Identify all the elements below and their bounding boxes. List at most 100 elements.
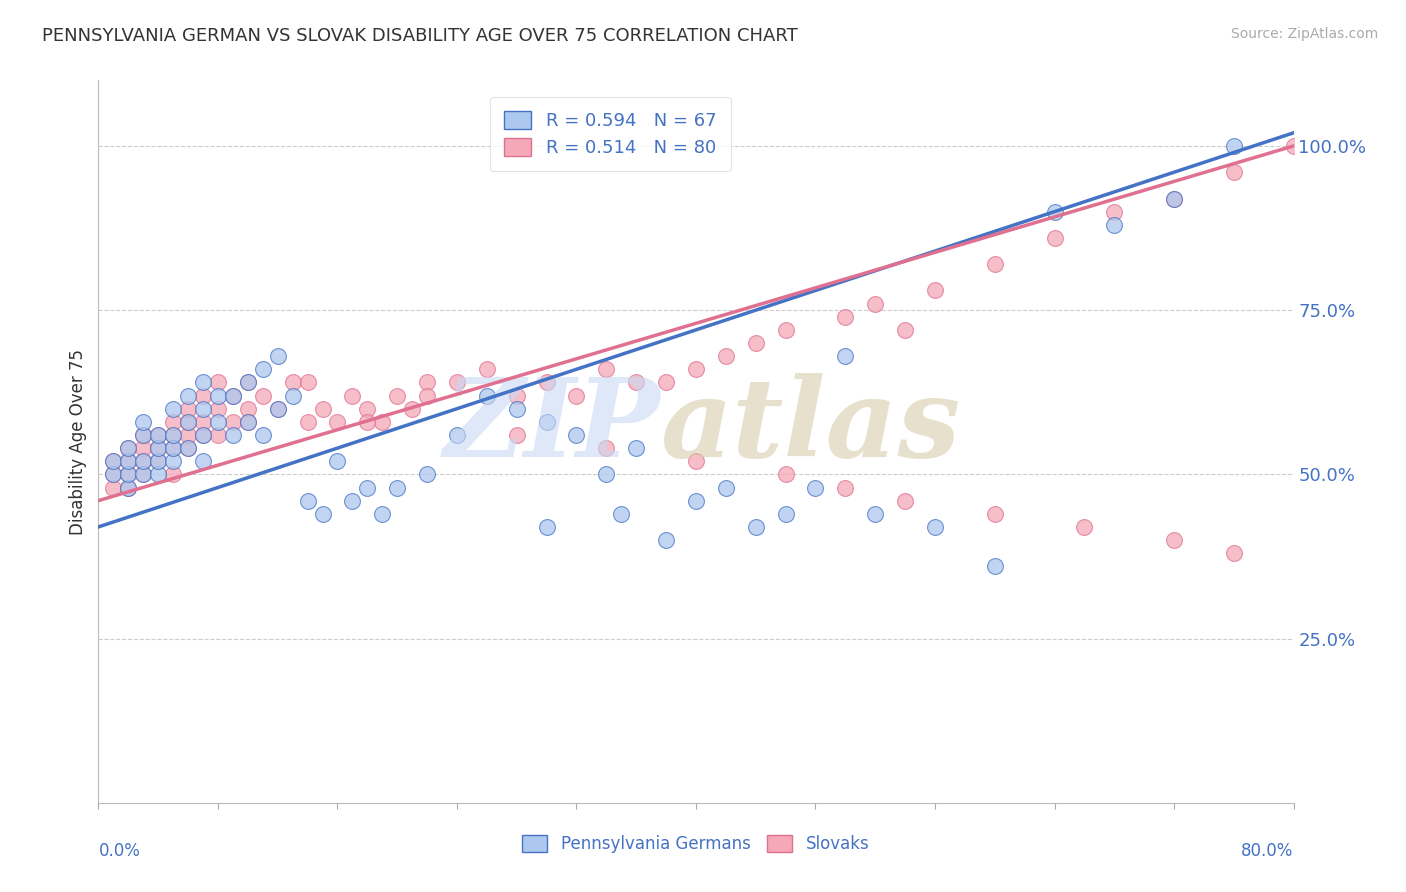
Text: PENNSYLVANIA GERMAN VS SLOVAK DISABILITY AGE OVER 75 CORRELATION CHART: PENNSYLVANIA GERMAN VS SLOVAK DISABILITY…: [42, 27, 799, 45]
Point: [297, 415, 319, 429]
Point: [267, 401, 290, 416]
Point: [222, 388, 245, 402]
Point: [834, 310, 856, 324]
Point: [1163, 192, 1185, 206]
Point: [207, 428, 229, 442]
Point: [177, 388, 200, 402]
Point: [371, 415, 394, 429]
Point: [103, 481, 125, 495]
Point: [148, 454, 170, 468]
Point: [1163, 192, 1185, 206]
Point: [371, 507, 394, 521]
Point: [1282, 139, 1305, 153]
Point: [281, 388, 304, 402]
Point: [416, 467, 439, 482]
Point: [626, 376, 648, 390]
Point: [132, 454, 155, 468]
Point: [685, 493, 707, 508]
Point: [311, 401, 333, 416]
Point: [446, 428, 468, 442]
Point: [865, 296, 887, 310]
Point: [267, 349, 290, 363]
Point: [177, 428, 200, 442]
Point: [281, 376, 304, 390]
Point: [595, 441, 617, 455]
Point: [536, 520, 558, 534]
Point: [610, 507, 633, 521]
Point: [177, 415, 200, 429]
Point: [804, 481, 827, 495]
Legend: Pennsylvania Germans, Slovaks: Pennsylvania Germans, Slovaks: [516, 828, 876, 860]
Text: ZIP: ZIP: [443, 374, 661, 481]
Point: [1104, 204, 1126, 219]
Point: [148, 441, 170, 455]
Point: [117, 441, 139, 455]
Point: [685, 362, 707, 376]
Point: [191, 428, 214, 442]
Point: [177, 441, 200, 455]
Point: [132, 415, 155, 429]
Point: [416, 388, 439, 402]
Point: [401, 401, 423, 416]
Point: [894, 323, 917, 337]
Point: [1043, 204, 1066, 219]
Point: [297, 493, 319, 508]
Point: [1163, 533, 1185, 547]
Point: [356, 415, 378, 429]
Point: [132, 454, 155, 468]
Point: [207, 376, 229, 390]
Point: [924, 284, 946, 298]
Point: [191, 428, 214, 442]
Point: [297, 376, 319, 390]
Point: [506, 401, 529, 416]
Point: [117, 454, 139, 468]
Point: [148, 428, 170, 442]
Point: [132, 441, 155, 455]
Point: [356, 401, 378, 416]
Point: [117, 467, 139, 482]
Point: [177, 401, 200, 416]
Point: [536, 415, 558, 429]
Point: [191, 454, 214, 468]
Point: [162, 415, 184, 429]
Point: [745, 336, 768, 351]
Point: [565, 428, 588, 442]
Point: [714, 481, 737, 495]
Point: [385, 388, 409, 402]
Text: Source: ZipAtlas.com: Source: ZipAtlas.com: [1230, 27, 1378, 41]
Point: [506, 388, 529, 402]
Point: [148, 441, 170, 455]
Point: [984, 559, 1007, 574]
Point: [148, 467, 170, 482]
Y-axis label: Disability Age Over 75: Disability Age Over 75: [69, 349, 87, 534]
Point: [595, 362, 617, 376]
Point: [222, 388, 245, 402]
Point: [984, 507, 1007, 521]
Text: atlas: atlas: [661, 374, 960, 481]
Point: [117, 441, 139, 455]
Point: [446, 376, 468, 390]
Point: [685, 454, 707, 468]
Point: [191, 415, 214, 429]
Point: [775, 507, 797, 521]
Point: [177, 415, 200, 429]
Point: [326, 454, 349, 468]
Point: [1104, 218, 1126, 232]
Point: [267, 401, 290, 416]
Point: [177, 441, 200, 455]
Point: [103, 467, 125, 482]
Point: [475, 388, 498, 402]
Text: 0.0%: 0.0%: [98, 842, 141, 860]
Point: [745, 520, 768, 534]
Point: [236, 376, 259, 390]
Point: [714, 349, 737, 363]
Point: [311, 507, 333, 521]
Point: [222, 415, 245, 429]
Point: [536, 376, 558, 390]
Point: [236, 376, 259, 390]
Point: [222, 428, 245, 442]
Point: [342, 388, 364, 402]
Point: [162, 467, 184, 482]
Point: [775, 467, 797, 482]
Point: [252, 428, 274, 442]
